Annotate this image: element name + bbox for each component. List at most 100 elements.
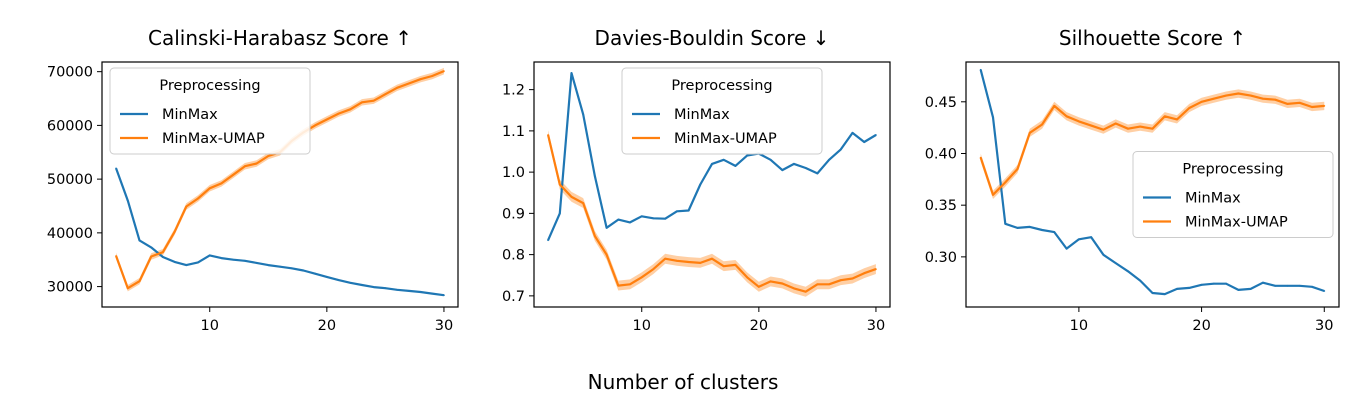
data-point	[617, 218, 620, 221]
data-point	[1139, 279, 1142, 282]
data-point	[558, 183, 561, 186]
data-point	[1028, 226, 1031, 228]
data-point	[1114, 262, 1117, 264]
data-point	[1298, 284, 1301, 287]
data-point	[1151, 127, 1154, 130]
data-point	[1078, 120, 1080, 123]
data-point	[372, 99, 375, 102]
data-point	[1323, 290, 1326, 292]
data-point	[570, 72, 573, 74]
data-point	[173, 261, 176, 263]
data-point	[687, 261, 690, 263]
data-point	[979, 68, 982, 71]
data-point	[1176, 118, 1178, 121]
x-tick-label: 10	[633, 318, 651, 334]
data-point	[407, 82, 410, 85]
data-point	[617, 284, 620, 287]
y-tick-label: 1.0	[502, 165, 525, 181]
data-point	[162, 251, 164, 254]
data-point	[804, 167, 807, 169]
data-point	[1004, 222, 1007, 225]
data-point	[793, 287, 795, 290]
legend-frame	[109, 67, 311, 155]
data-point	[407, 290, 410, 292]
figure-xlabel: Number of clusters	[588, 370, 779, 394]
data-point	[1078, 238, 1080, 241]
plot-area	[533, 61, 891, 308]
data-point	[325, 276, 328, 278]
plot-area	[965, 61, 1340, 308]
data-point	[839, 148, 842, 151]
data-point	[992, 193, 994, 196]
data-point	[1151, 292, 1154, 294]
data-point	[361, 101, 363, 104]
data-point	[558, 212, 561, 215]
legend: Preprocessing MinMax MinMax-UMAP	[1132, 151, 1334, 238]
data-point	[337, 112, 340, 115]
data-point	[652, 268, 655, 270]
series-line-minmax-umap	[547, 134, 877, 293]
data-point	[197, 261, 199, 264]
x-tick-label: 20	[1192, 318, 1210, 334]
data-point	[1090, 236, 1093, 239]
data-point	[1274, 98, 1277, 101]
legend: Preprocessing MinMax MinMax-UMAP	[621, 67, 823, 155]
data-point	[1262, 281, 1264, 284]
data-point	[1102, 128, 1105, 131]
data-point	[255, 262, 258, 264]
data-point	[851, 277, 854, 280]
data-point	[605, 226, 608, 229]
data-point	[711, 257, 713, 260]
data-point	[197, 197, 199, 200]
data-point	[1274, 284, 1277, 287]
data-point	[1262, 97, 1264, 100]
data-point	[244, 165, 246, 168]
data-point	[162, 256, 164, 258]
y-tick-label: 0.40	[925, 146, 957, 162]
data-point	[652, 217, 655, 220]
data-point	[804, 290, 807, 293]
data-point	[1163, 115, 1166, 118]
data-point	[629, 283, 631, 286]
chart-title: Davies-Bouldin Score ↓	[595, 26, 830, 50]
data-point	[185, 205, 188, 208]
data-point	[746, 276, 748, 279]
data-point	[979, 156, 982, 159]
legend-entry: MinMax-UMAP	[162, 131, 265, 147]
data-point	[150, 246, 153, 249]
data-point	[594, 235, 596, 238]
data-point	[1249, 94, 1252, 97]
data-point	[734, 165, 737, 167]
data-point	[208, 187, 211, 190]
data-point	[396, 86, 398, 89]
data-point	[1225, 282, 1227, 285]
data-point	[711, 163, 713, 165]
data-point	[1286, 284, 1289, 287]
data-point	[150, 255, 153, 258]
legend: Preprocessing MinMax MinMax-UMAP	[109, 67, 311, 155]
y-tick-label: 0.8	[502, 248, 525, 264]
data-point	[582, 113, 585, 116]
legend-entry: MinMax	[1185, 191, 1241, 207]
data-point	[1237, 92, 1240, 95]
data-point	[722, 265, 725, 268]
data-point	[1212, 97, 1215, 100]
data-point	[1188, 287, 1191, 289]
data-point	[1065, 115, 1068, 118]
data-point	[851, 132, 854, 134]
plot-area	[101, 61, 459, 308]
data-point	[1176, 288, 1178, 290]
x-tick-label: 20	[750, 318, 768, 334]
data-point	[640, 276, 643, 279]
data-point	[722, 158, 725, 161]
data-point	[185, 264, 188, 266]
data-point	[232, 258, 235, 261]
legend-frame	[1132, 151, 1334, 238]
data-point	[605, 253, 608, 256]
confidence-band	[548, 130, 876, 297]
data-point	[1249, 288, 1252, 290]
x-tick-label: 30	[867, 318, 885, 334]
data-point	[1016, 168, 1019, 170]
data-point	[875, 268, 877, 270]
